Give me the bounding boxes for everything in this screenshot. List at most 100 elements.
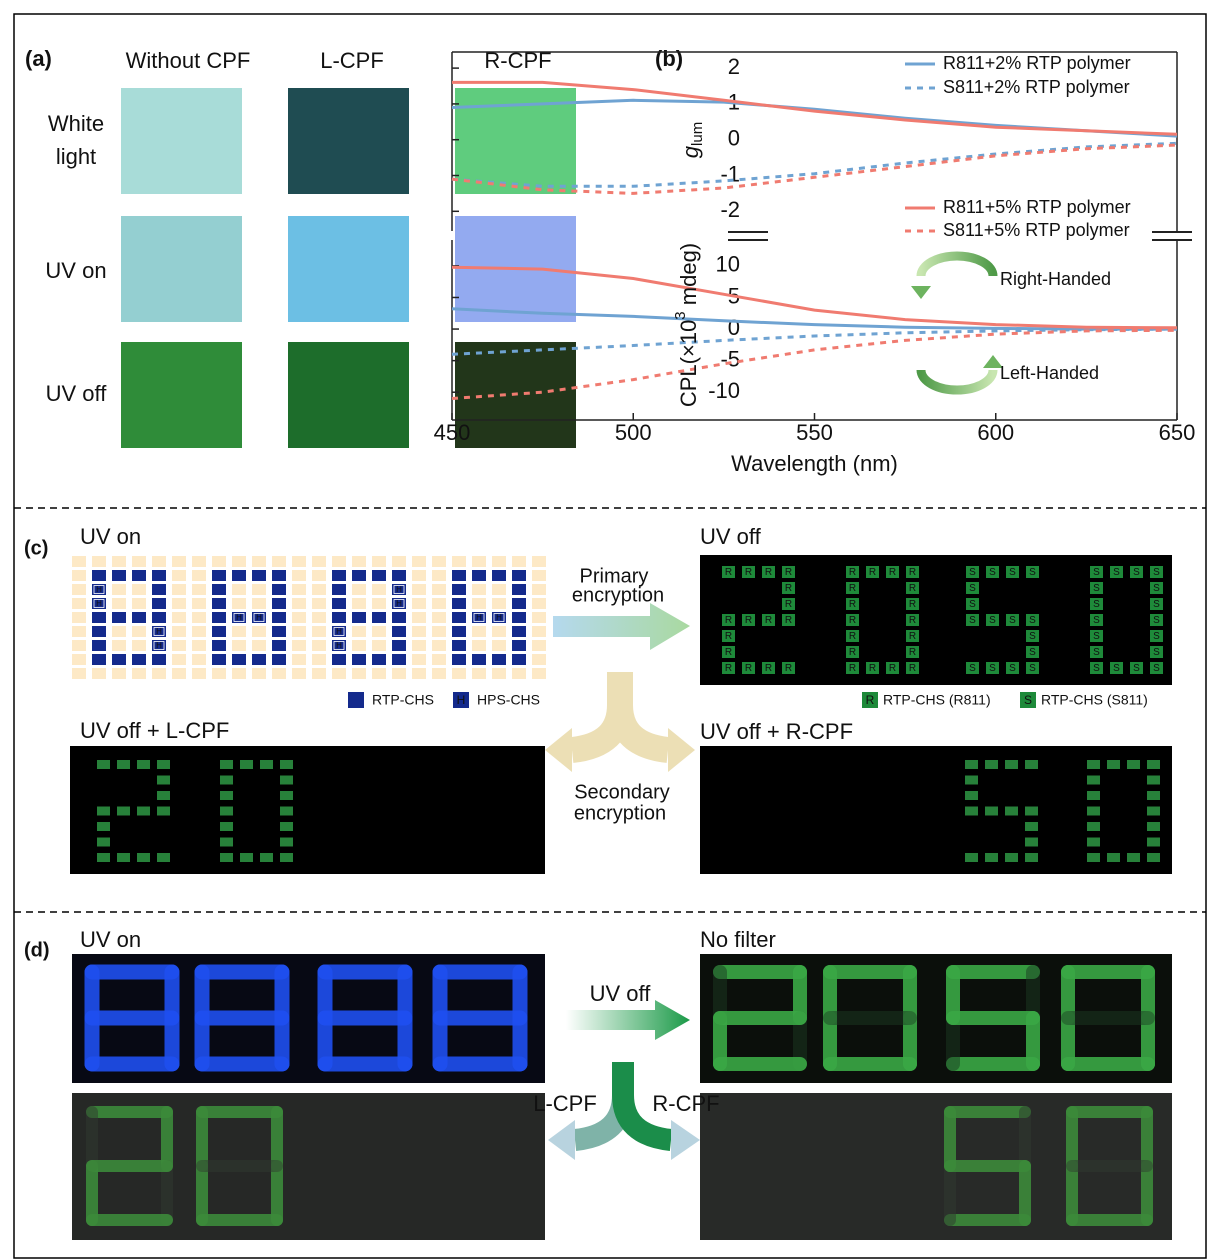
grid-cell: [492, 584, 506, 595]
grid-cell: [192, 612, 206, 623]
rtp-cell: [272, 598, 286, 609]
green-cell: [220, 838, 233, 847]
grid-cell: [512, 668, 526, 679]
grid-cell: [272, 556, 286, 567]
grid-cell: [232, 556, 246, 567]
arrow-label: Secondary: [574, 781, 670, 803]
grid-cell: [532, 570, 546, 581]
grid-cell: [292, 584, 306, 595]
rtp-letter: R: [849, 647, 856, 658]
hps-letter: H: [156, 627, 162, 636]
grid-cell: [512, 556, 526, 567]
legend-letter: R: [866, 693, 875, 707]
grid-cell: [152, 668, 166, 679]
grid-cell: [412, 654, 426, 665]
section-title: No filter: [700, 927, 776, 952]
green-cell: [1147, 807, 1160, 816]
grid-cell: [72, 612, 86, 623]
grid-cell: [372, 556, 386, 567]
grid-cell: [192, 668, 206, 679]
rtp-cell: [372, 654, 386, 665]
row-label: UV on: [45, 258, 106, 283]
hps-letter: H: [336, 627, 342, 636]
green-cell: [1107, 760, 1120, 769]
rtp-cell: [152, 598, 166, 609]
grid-cell: [172, 626, 186, 637]
rtp-letter: S: [1009, 663, 1016, 674]
green-cell: [240, 853, 253, 862]
rtp-cell: [452, 626, 466, 637]
grid-cell: [412, 668, 426, 679]
rtp-cell: [512, 598, 526, 609]
rtp-cell: [252, 654, 266, 665]
grid-cell: [172, 668, 186, 679]
rtp-letter: R: [725, 567, 732, 578]
rtp-letter: S: [1133, 663, 1140, 674]
y-tick-label: 0: [728, 126, 740, 151]
rtp-cell: [92, 640, 106, 651]
grid-cell: [352, 640, 366, 651]
green-cell: [260, 760, 273, 769]
green-cell: [965, 776, 978, 785]
rtp-letter: R: [849, 615, 856, 626]
green-cell: [220, 791, 233, 800]
grid-cell: [192, 598, 206, 609]
grid-cell: [112, 584, 126, 595]
rtp-letter: S: [1153, 647, 1160, 658]
rtp-cell: [152, 570, 166, 581]
grid-cell: [412, 626, 426, 637]
rtp-letter: S: [1153, 631, 1160, 642]
grid-cell: [292, 640, 306, 651]
green-cell: [220, 807, 233, 816]
rtp-letter: R: [745, 663, 752, 674]
grid-cell: [472, 626, 486, 637]
rtp-letter: S: [1009, 615, 1016, 626]
y-axis-label: CPL(×103 mdeg): [672, 243, 701, 407]
grid-cell: [132, 640, 146, 651]
rtp-letter: R: [869, 663, 876, 674]
rtp-cell: [372, 570, 386, 581]
grid-cell: [312, 626, 326, 637]
grid-cell: [432, 584, 446, 595]
grid-cell: [332, 668, 346, 679]
grid-cell: [352, 668, 366, 679]
hps-letter: H: [156, 641, 162, 650]
grid-cell: [312, 556, 326, 567]
grid-cell: [212, 668, 226, 679]
rtp-cell: [352, 654, 366, 665]
rtp-cell: [452, 640, 466, 651]
green-cell: [1025, 853, 1038, 862]
section-title: UV off + R-CPF: [700, 719, 853, 744]
panel-label: (c): [24, 537, 48, 559]
green-cell: [240, 760, 253, 769]
legend-letter: S: [1024, 693, 1032, 707]
grid-cell: [172, 640, 186, 651]
x-tick-label: 650: [1159, 420, 1196, 445]
rtp-cell: [392, 640, 406, 651]
green-cell: [117, 807, 130, 816]
green-cell: [1107, 853, 1120, 862]
green-cell: [280, 853, 293, 862]
green-cell: [1147, 822, 1160, 831]
rtp-cell: [272, 570, 286, 581]
rtp-cell: [332, 654, 346, 665]
grid-cell: [392, 668, 406, 679]
green-cell: [1087, 776, 1100, 785]
grid-cell: [472, 584, 486, 595]
rtp-letter: R: [725, 631, 732, 642]
green-cell: [985, 807, 998, 816]
row-label: UV off: [46, 381, 108, 406]
grid-cell: [292, 612, 306, 623]
rtp-letter: S: [1009, 567, 1016, 578]
grid-cell: [432, 640, 446, 651]
handedness-arrow: [921, 370, 993, 390]
y-axis-label: glum: [678, 122, 706, 158]
green-cell: [1087, 807, 1100, 816]
rtp-letter: S: [1093, 615, 1100, 626]
green-cell: [1087, 838, 1100, 847]
grid-cell: [132, 556, 146, 567]
grid-cell: [372, 640, 386, 651]
green-cell: [157, 807, 170, 816]
arrow-head: [911, 286, 931, 299]
rtp-letter: S: [1153, 599, 1160, 610]
